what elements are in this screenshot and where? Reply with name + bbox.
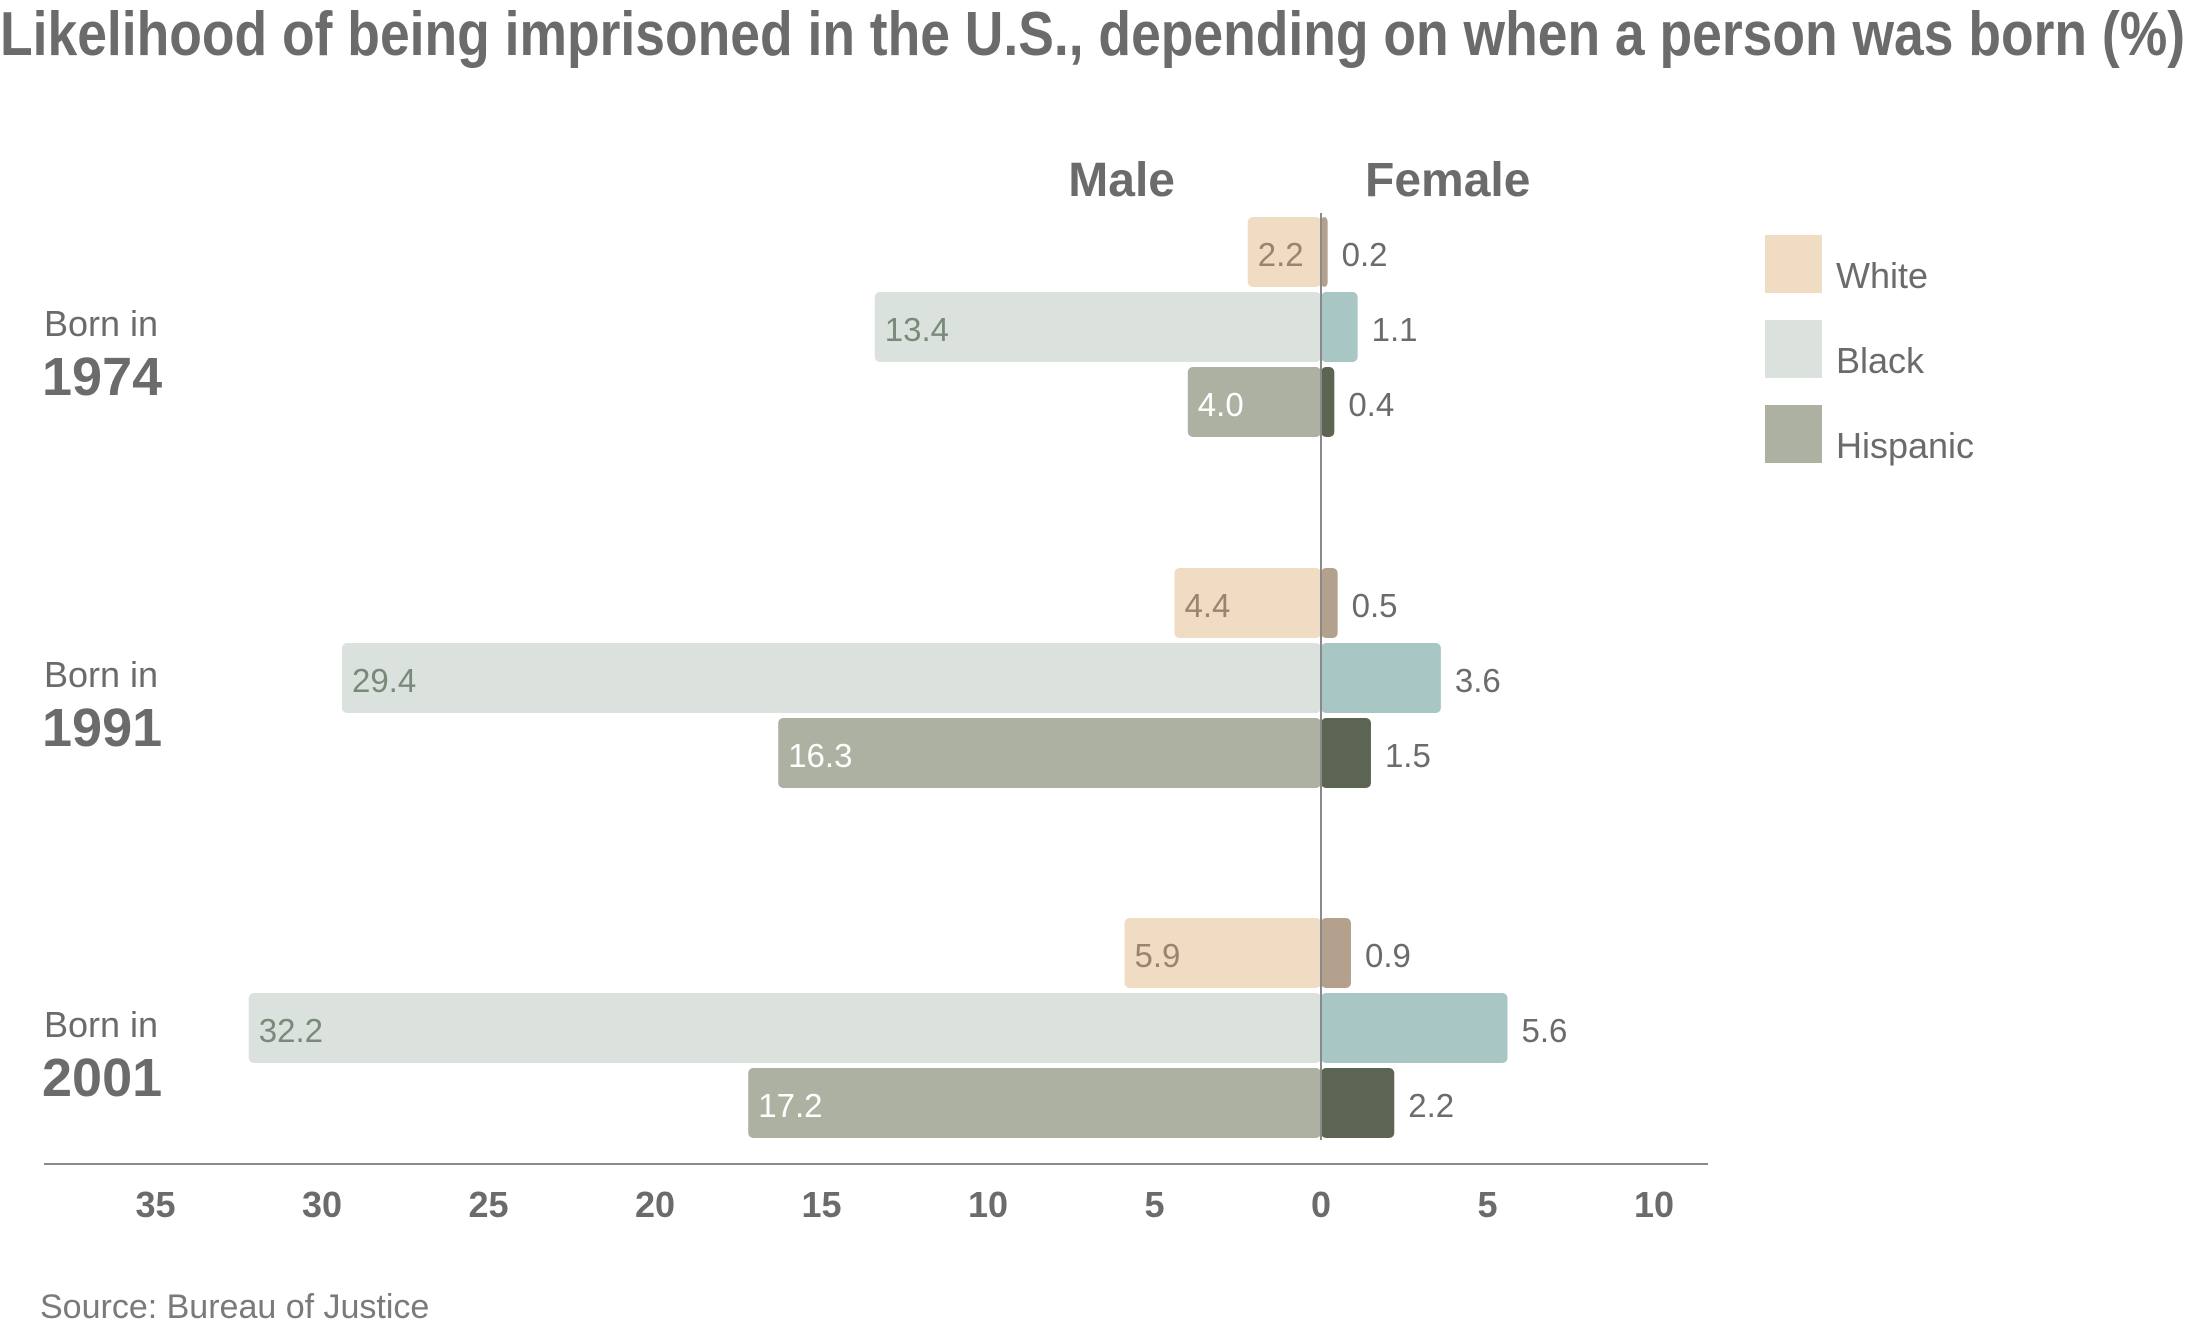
male-header: Male: [1068, 154, 1175, 207]
label-female-black-2001: 5.6: [1521, 1012, 1567, 1049]
group-prefix-1974: Born in: [44, 303, 158, 344]
legend-swatch-black: [1765, 320, 1822, 378]
tick-zero: 0: [1311, 1184, 1331, 1225]
label-male-white-2001: 5.9: [1135, 937, 1181, 974]
legend: White Black Hispanic: [1765, 235, 1974, 466]
tick-male-5: 5: [1144, 1184, 1164, 1225]
tick-female-10: 10: [1634, 1184, 1674, 1225]
tick-male-20: 20: [635, 1184, 675, 1225]
group-year-1974: 1974: [42, 347, 162, 407]
label-male-black-1991: 29.4: [352, 662, 416, 699]
female-header: Female: [1365, 154, 1530, 207]
legend-swatch-hispanic: [1765, 405, 1822, 463]
bar-female-black-1974: [1321, 292, 1358, 362]
source-note: Source: Bureau of Justice: [40, 1288, 429, 1326]
bars-layer: 2.2 0.2 13.4 1.1 4.0 0.4 4.4 0.5 29.4 3.6 16.3 1.5 5…: [249, 217, 1568, 1138]
x-axis-ticks: 35 30 25 20 15 10 5 0 5 10: [135, 1184, 1674, 1225]
bar-male-hispanic-1991: [778, 718, 1321, 788]
label-male-white-1991: 4.4: [1184, 587, 1230, 624]
bar-male-black-2001: [249, 993, 1321, 1063]
group-prefix-1991: Born in: [44, 654, 158, 695]
chart-title: Likelihood of being imprisoned in the U.…: [0, 0, 2185, 69]
label-female-black-1991: 3.6: [1455, 662, 1501, 699]
bar-female-white-2001: [1321, 918, 1351, 988]
label-male-hispanic-1991: 16.3: [788, 737, 852, 774]
label-female-black-1974: 1.1: [1372, 311, 1418, 348]
tick-male-30: 30: [302, 1184, 342, 1225]
label-female-white-1974: 0.2: [1342, 236, 1388, 273]
legend-label-white: White: [1836, 255, 1928, 296]
tick-male-15: 15: [801, 1184, 841, 1225]
tick-male-25: 25: [468, 1184, 508, 1225]
bar-female-hispanic-1991: [1321, 718, 1371, 788]
label-female-hispanic-1991: 1.5: [1385, 737, 1431, 774]
label-female-white-1991: 0.5: [1352, 587, 1398, 624]
label-female-white-2001: 0.9: [1365, 937, 1411, 974]
tick-male-35: 35: [135, 1184, 175, 1225]
bar-female-white-1991: [1321, 568, 1338, 638]
label-male-white-1974: 2.2: [1258, 236, 1304, 273]
label-male-hispanic-2001: 17.2: [758, 1087, 822, 1124]
group-prefix-2001: Born in: [44, 1004, 158, 1045]
tick-female-5: 5: [1477, 1184, 1497, 1225]
bar-female-hispanic-1974: [1321, 367, 1334, 437]
legend-swatch-white: [1765, 235, 1822, 293]
legend-label-hispanic: Hispanic: [1836, 425, 1974, 466]
label-male-black-2001: 32.2: [259, 1012, 323, 1049]
bar-female-hispanic-2001: [1321, 1068, 1394, 1138]
tick-male-10: 10: [968, 1184, 1008, 1225]
label-female-hispanic-1974: 0.4: [1348, 386, 1394, 423]
legend-label-black: Black: [1836, 340, 1925, 381]
label-female-hispanic-2001: 2.2: [1408, 1087, 1454, 1124]
bar-male-hispanic-2001: [748, 1068, 1321, 1138]
label-male-black-1974: 13.4: [885, 311, 949, 348]
bar-female-black-1991: [1321, 643, 1441, 713]
group-year-1991: 1991: [42, 698, 162, 758]
label-male-hispanic-1974: 4.0: [1198, 386, 1244, 423]
group-year-2001: 2001: [42, 1048, 162, 1108]
bar-male-black-1991: [342, 643, 1321, 713]
bar-female-black-2001: [1321, 993, 1507, 1063]
